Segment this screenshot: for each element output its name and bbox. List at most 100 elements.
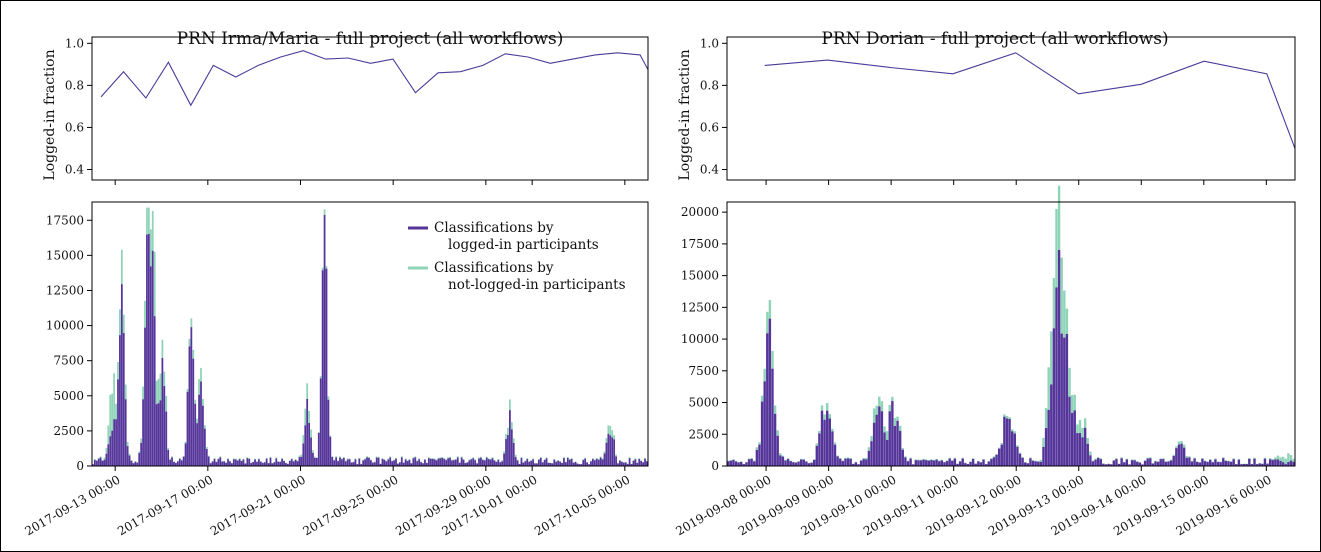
dorian-hist-bar-logged: [729, 460, 733, 466]
dorian-hist-bar-notlogged: [1182, 444, 1186, 448]
dorian-hist-bar-notlogged: [1149, 457, 1152, 459]
irma-hist-bar-logged: [203, 428, 206, 466]
irma-hist-bar-notlogged: [294, 459, 297, 460]
irma-hist-bar-notlogged: [221, 461, 224, 462]
irma-hist-bar-logged: [537, 459, 540, 466]
irma-hist-bar-logged: [526, 459, 529, 466]
irma-hist-bar-notlogged: [593, 459, 596, 461]
irma-hist-bar-notlogged: [509, 399, 511, 411]
irma-hist-bar-logged: [190, 327, 193, 466]
dorian-hist-bar-logged: [917, 460, 920, 466]
dorian-hist-bar-logged: [1063, 337, 1066, 466]
irma-hist-bar-notlogged: [317, 432, 320, 433]
dorian-hist-bar-notlogged: [771, 350, 774, 369]
dorian-hist-bar-logged: [922, 459, 925, 466]
dorian-hist-bar-notlogged: [906, 460, 910, 462]
irma-hist-bar-notlogged: [481, 459, 484, 460]
irma-hist-bar-logged: [261, 463, 264, 466]
irma-hist-bar-logged: [107, 444, 110, 466]
irma-hist-bar-logged: [487, 459, 490, 466]
irma-hist-bar-logged: [445, 460, 448, 466]
irma-hist-bar-logged: [427, 458, 430, 466]
irma-hist-bar-logged: [524, 461, 527, 466]
dorian-hist-bar-notlogged: [1175, 446, 1178, 449]
dorian-hist-bar-notlogged: [1037, 460, 1040, 462]
irma-hist-bar-logged: [429, 458, 432, 466]
dorian-hist-bar-notlogged: [823, 414, 826, 420]
irma-hist-bar-notlogged: [211, 461, 214, 462]
dorian-hist-bar-notlogged: [1039, 459, 1043, 462]
irma-hist-bar-notlogged: [254, 458, 256, 460]
irma-hist-bar-logged: [342, 458, 345, 466]
irma-hist-bar-logged: [138, 453, 141, 466]
dorian-hist-bar-logged: [1164, 461, 1168, 466]
irma-hist-bar-notlogged: [182, 456, 185, 457]
irma-hist-bar-logged: [215, 462, 218, 466]
irma-hist-bar-notlogged: [153, 251, 156, 317]
dorian-hist-bar-notlogged: [747, 458, 751, 460]
irma-hist-xtick-label: 2017-09-17 00:00: [115, 472, 215, 538]
dorian-hist-bar-logged: [781, 456, 785, 466]
irma-hist-bar-logged: [449, 457, 451, 466]
irma-hist-bar-notlogged: [246, 457, 249, 459]
irma-hist-bar-logged: [225, 462, 227, 466]
dorian-hist-bar-notlogged: [1089, 451, 1092, 456]
dorian-hist-bar-logged: [987, 461, 990, 466]
dorian-hist-bar-logged: [1203, 461, 1207, 466]
dorian-hist-bar-logged: [1057, 249, 1061, 466]
irma-hist-bar-logged: [572, 462, 575, 466]
irma-fraction-ylabel: Logged-in fraction: [42, 49, 58, 180]
dorian-hist-bar-logged: [1094, 459, 1097, 466]
dorian-hist-bar-logged: [872, 422, 876, 466]
dorian-hist-bar-notlogged: [1214, 458, 1217, 460]
irma-hist-bar-notlogged: [188, 338, 191, 347]
dorian-hist-bar-notlogged: [951, 460, 954, 461]
irma-hist-bar-logged: [136, 462, 139, 466]
dorian-hist-bar-logged: [859, 460, 863, 466]
irma-hist-bar-logged: [182, 456, 185, 466]
dorian-fraction-series-line: [764, 52, 1295, 149]
irma-hist-bar-logged: [443, 459, 446, 466]
irma-hist-bar-logged: [464, 463, 467, 466]
dorian-hist-bar-notlogged: [1034, 460, 1037, 462]
dorian-hist-bar-notlogged: [1154, 460, 1157, 462]
irma-hist-bar-logged: [354, 459, 357, 466]
dorian-hist-bar-notlogged: [1081, 427, 1084, 438]
dorian-hist-bar-logged: [1102, 463, 1105, 466]
dorian-hist-bar-logged: [1284, 464, 1287, 466]
irma-hist-bar-notlogged: [163, 371, 166, 387]
dorian-hist-bar-notlogged: [875, 405, 878, 415]
irma-hist-bar-logged: [147, 233, 150, 466]
irma-hist-bar-logged: [553, 459, 556, 466]
dorian-hist-bar-notlogged: [1047, 367, 1050, 410]
irma-hist-bar-logged: [178, 458, 181, 466]
dorian-hist-bar-notlogged: [763, 368, 766, 382]
dorian-hist-bar-logged: [815, 445, 818, 466]
irma-hist-bar-notlogged: [375, 456, 378, 458]
irma-hist-bar-logged: [358, 458, 361, 466]
irma-hist-bar-logged: [433, 459, 436, 466]
dorian-hist-bar-notlogged: [841, 460, 845, 462]
irma-hist-bar-logged: [265, 458, 268, 466]
irma-hist-bar-logged: [566, 458, 569, 466]
irma-hist-bar-logged: [258, 459, 260, 466]
dorian-hist-bar-logged: [1292, 461, 1295, 466]
irma-hist-bar-logged: [590, 461, 592, 466]
irma-hist-bar-logged: [290, 459, 293, 466]
irma-hist-bar-logged: [277, 461, 280, 466]
irma-hist-bar-logged: [630, 464, 633, 466]
irma-hist-bar-notlogged: [184, 441, 187, 444]
irma-hist-bar-notlogged: [140, 438, 143, 443]
irma-fraction-frame: [91, 36, 649, 181]
dorian-hist-bar-notlogged: [768, 300, 772, 319]
irma-hist-bar-notlogged: [219, 456, 222, 458]
dorian-hist-bar-logged: [1000, 444, 1003, 466]
irma-hist-bar-notlogged: [161, 339, 164, 358]
irma-hist-bar-notlogged: [227, 458, 229, 460]
irma-hist-bar-logged: [217, 459, 220, 466]
dorian-hist-bar-logged: [773, 413, 777, 466]
irma-hist-bar-logged: [302, 443, 305, 466]
irma-hist-bar-notlogged: [460, 456, 463, 458]
irma-hist-bar-logged: [460, 457, 463, 466]
